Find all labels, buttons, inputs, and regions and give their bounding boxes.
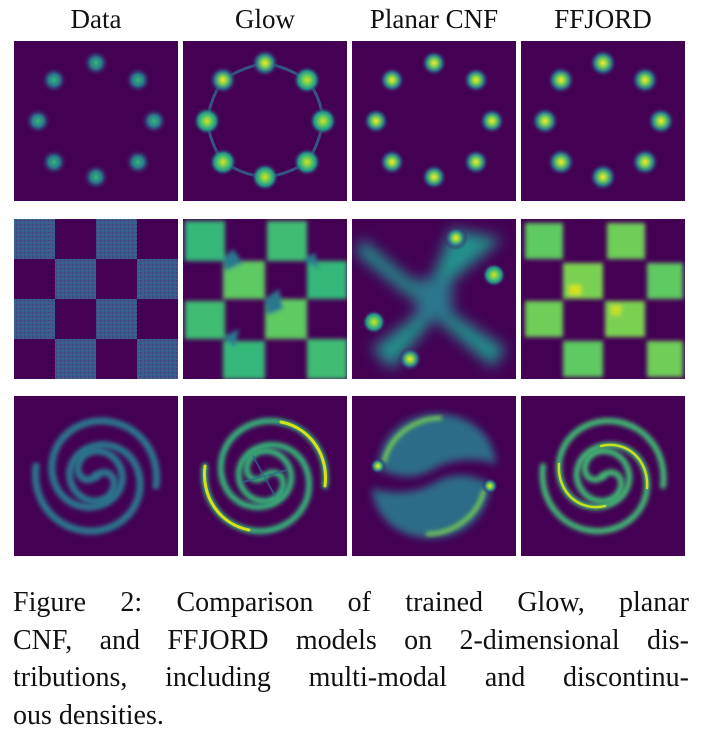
column-title-glow: Glow [235, 4, 295, 34]
figure-caption: Figure 2: Comparison of trained Glow, pl… [13, 584, 689, 734]
column-title-data: Data [70, 4, 122, 34]
panel-data-two-spirals [14, 396, 178, 556]
column-title-planar-cnf: Planar CNF [369, 4, 499, 34]
panel-ffjord-eight-gaussians [521, 41, 685, 201]
panel-glow-two-spirals [183, 396, 347, 556]
ffjord-density [539, 417, 667, 535]
glow-density [201, 417, 329, 535]
glow-density [193, 49, 337, 191]
caption-line-4: ous densities. [13, 699, 164, 731]
glow-density [185, 221, 347, 379]
spiral-arms [31, 417, 161, 535]
panel-glow-eight-gaussians [183, 41, 347, 201]
planar-cnf-density [363, 50, 505, 190]
ffjord-density [525, 223, 683, 377]
caption-line-3: tributions, including multi-modal and di… [13, 662, 689, 693]
caption-line-1: Figure 2: Comparison of trained Glow, pl… [13, 587, 689, 618]
gaussian-modes [25, 50, 167, 190]
ffjord-density [531, 49, 675, 191]
panel-planar-cnf-eight-gaussians [352, 41, 516, 201]
caption-line-2: CNF, and FFJORD models on 2-dimensional … [13, 624, 689, 656]
panel-ffjord-checkerboard [521, 219, 685, 379]
panel-glow-checkerboard [183, 219, 347, 379]
panel-data-eight-gaussians [14, 41, 178, 201]
panel-data-checkerboard [14, 219, 178, 379]
checkerboard-squares [14, 219, 178, 379]
planar-cnf-density [370, 413, 498, 539]
panel-ffjord-two-spirals [521, 396, 685, 556]
column-title-ffjord: FFJORD [554, 4, 652, 34]
planar-cnf-density [356, 226, 506, 371]
panel-planar-cnf-two-spirals [352, 396, 516, 556]
panel-planar-cnf-checkerboard [352, 219, 516, 379]
